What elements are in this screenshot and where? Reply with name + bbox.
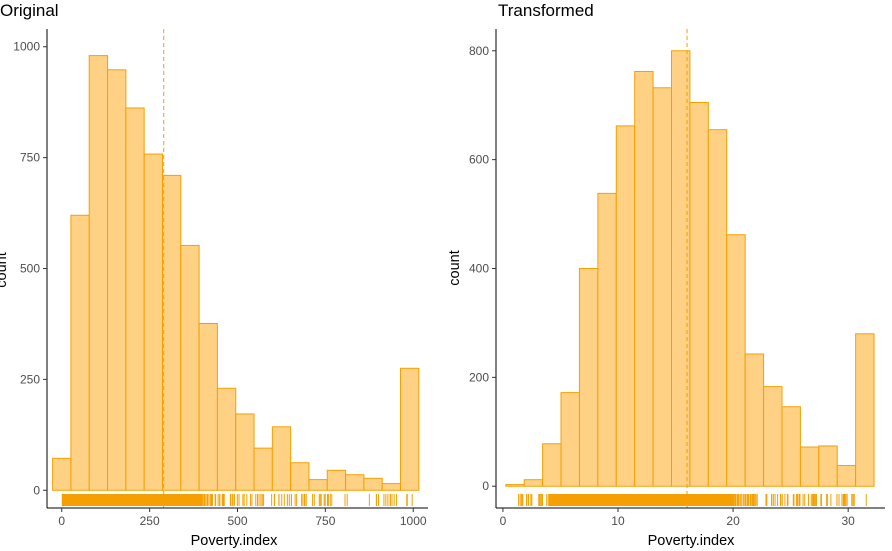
histogram-bar [763, 386, 783, 487]
bar-group [505, 50, 875, 487]
x-tick-label: 500 [227, 514, 247, 528]
histogram-bar [52, 457, 72, 491]
histogram-bar [560, 392, 580, 487]
y-tick-group: 0 250 500 750 1000 [13, 40, 47, 497]
original-histogram-panel: Original count Poverty.index 0 250 500 750 1… [0, 1, 428, 549]
histogram-bar [744, 353, 765, 487]
histogram-bar [689, 101, 709, 487]
rug-group [61, 494, 413, 506]
x-tick-label: 0 [500, 514, 507, 528]
x-tick-label: 10 [611, 514, 625, 528]
panel-title: Transformed [498, 1, 594, 20]
y-axis-title: count [447, 250, 463, 285]
histogram-bar [400, 367, 420, 491]
bar-group [52, 55, 420, 491]
histogram-bar [271, 426, 292, 491]
histogram-bar [505, 484, 525, 487]
histogram-bar [125, 107, 145, 491]
histogram-bar [578, 268, 599, 487]
x-tick-label: 250 [140, 514, 160, 528]
histogram-bar [253, 447, 273, 491]
y-axis-title: count [0, 252, 10, 287]
histogram-bar [652, 87, 673, 487]
histogram-bar [143, 153, 163, 491]
histogram-bar [707, 129, 728, 487]
histogram-bar [799, 446, 820, 487]
y-tick-label: 400 [469, 262, 489, 276]
histogram-bar [381, 483, 402, 491]
histogram-bar [523, 479, 544, 487]
y-tick-label: 750 [20, 151, 40, 165]
x-axis-title: Poverty.index [648, 533, 736, 549]
y-tick-label: 0 [482, 479, 489, 493]
x-tick-group: 0 250 500 750 1000 [58, 508, 427, 528]
histogram-bar [290, 462, 310, 491]
histogram-bar [216, 387, 237, 491]
histogram-bar [88, 55, 109, 491]
y-tick-label: 1000 [13, 40, 40, 54]
histogram-bar [326, 469, 347, 491]
x-tick-label: 0 [58, 514, 65, 528]
x-tick-label: 1000 [400, 514, 427, 528]
y-tick-label: 250 [20, 372, 40, 386]
x-tick-label: 20 [726, 514, 740, 528]
x-tick-label: 30 [841, 514, 855, 528]
histogram-bar [818, 445, 838, 487]
x-tick-label: 750 [315, 514, 335, 528]
histogram-bar [781, 406, 801, 487]
histogram-bar [597, 192, 617, 487]
histogram-bar [542, 443, 562, 487]
rug-dense-band [548, 494, 734, 506]
histogram-bar [107, 69, 127, 491]
histogram-bar [726, 234, 746, 487]
y-tick-label: 500 [20, 262, 40, 276]
histogram-bar [836, 465, 857, 487]
y-tick-label: 0 [33, 483, 40, 497]
rug-dense-band [61, 494, 203, 506]
panel-title: Original [0, 1, 59, 20]
x-tick-group: 0 10 20 30 [500, 508, 855, 528]
transformed-histogram-panel: Transformed count Poverty.index 02004006… [447, 1, 885, 549]
histogram-bar [634, 70, 654, 487]
y-tick-label: 800 [469, 44, 489, 58]
y-tick-label: 200 [469, 370, 489, 384]
histogram-bar [235, 413, 255, 491]
histogram-bar [363, 477, 383, 491]
histogram-bar [615, 125, 636, 487]
histogram-bar [70, 214, 90, 491]
rug-group [518, 494, 867, 506]
histogram-bar [308, 479, 328, 491]
histogram-bar [855, 333, 875, 487]
histogram-bar [198, 323, 218, 491]
x-axis-title: Poverty.index [191, 533, 279, 549]
y-tick-group: 0 200 400 600 800 [469, 44, 496, 493]
histogram-bar [345, 474, 365, 491]
y-tick-label: 600 [469, 153, 489, 167]
histogram-bar [180, 244, 200, 491]
histogram-bar [161, 174, 182, 491]
